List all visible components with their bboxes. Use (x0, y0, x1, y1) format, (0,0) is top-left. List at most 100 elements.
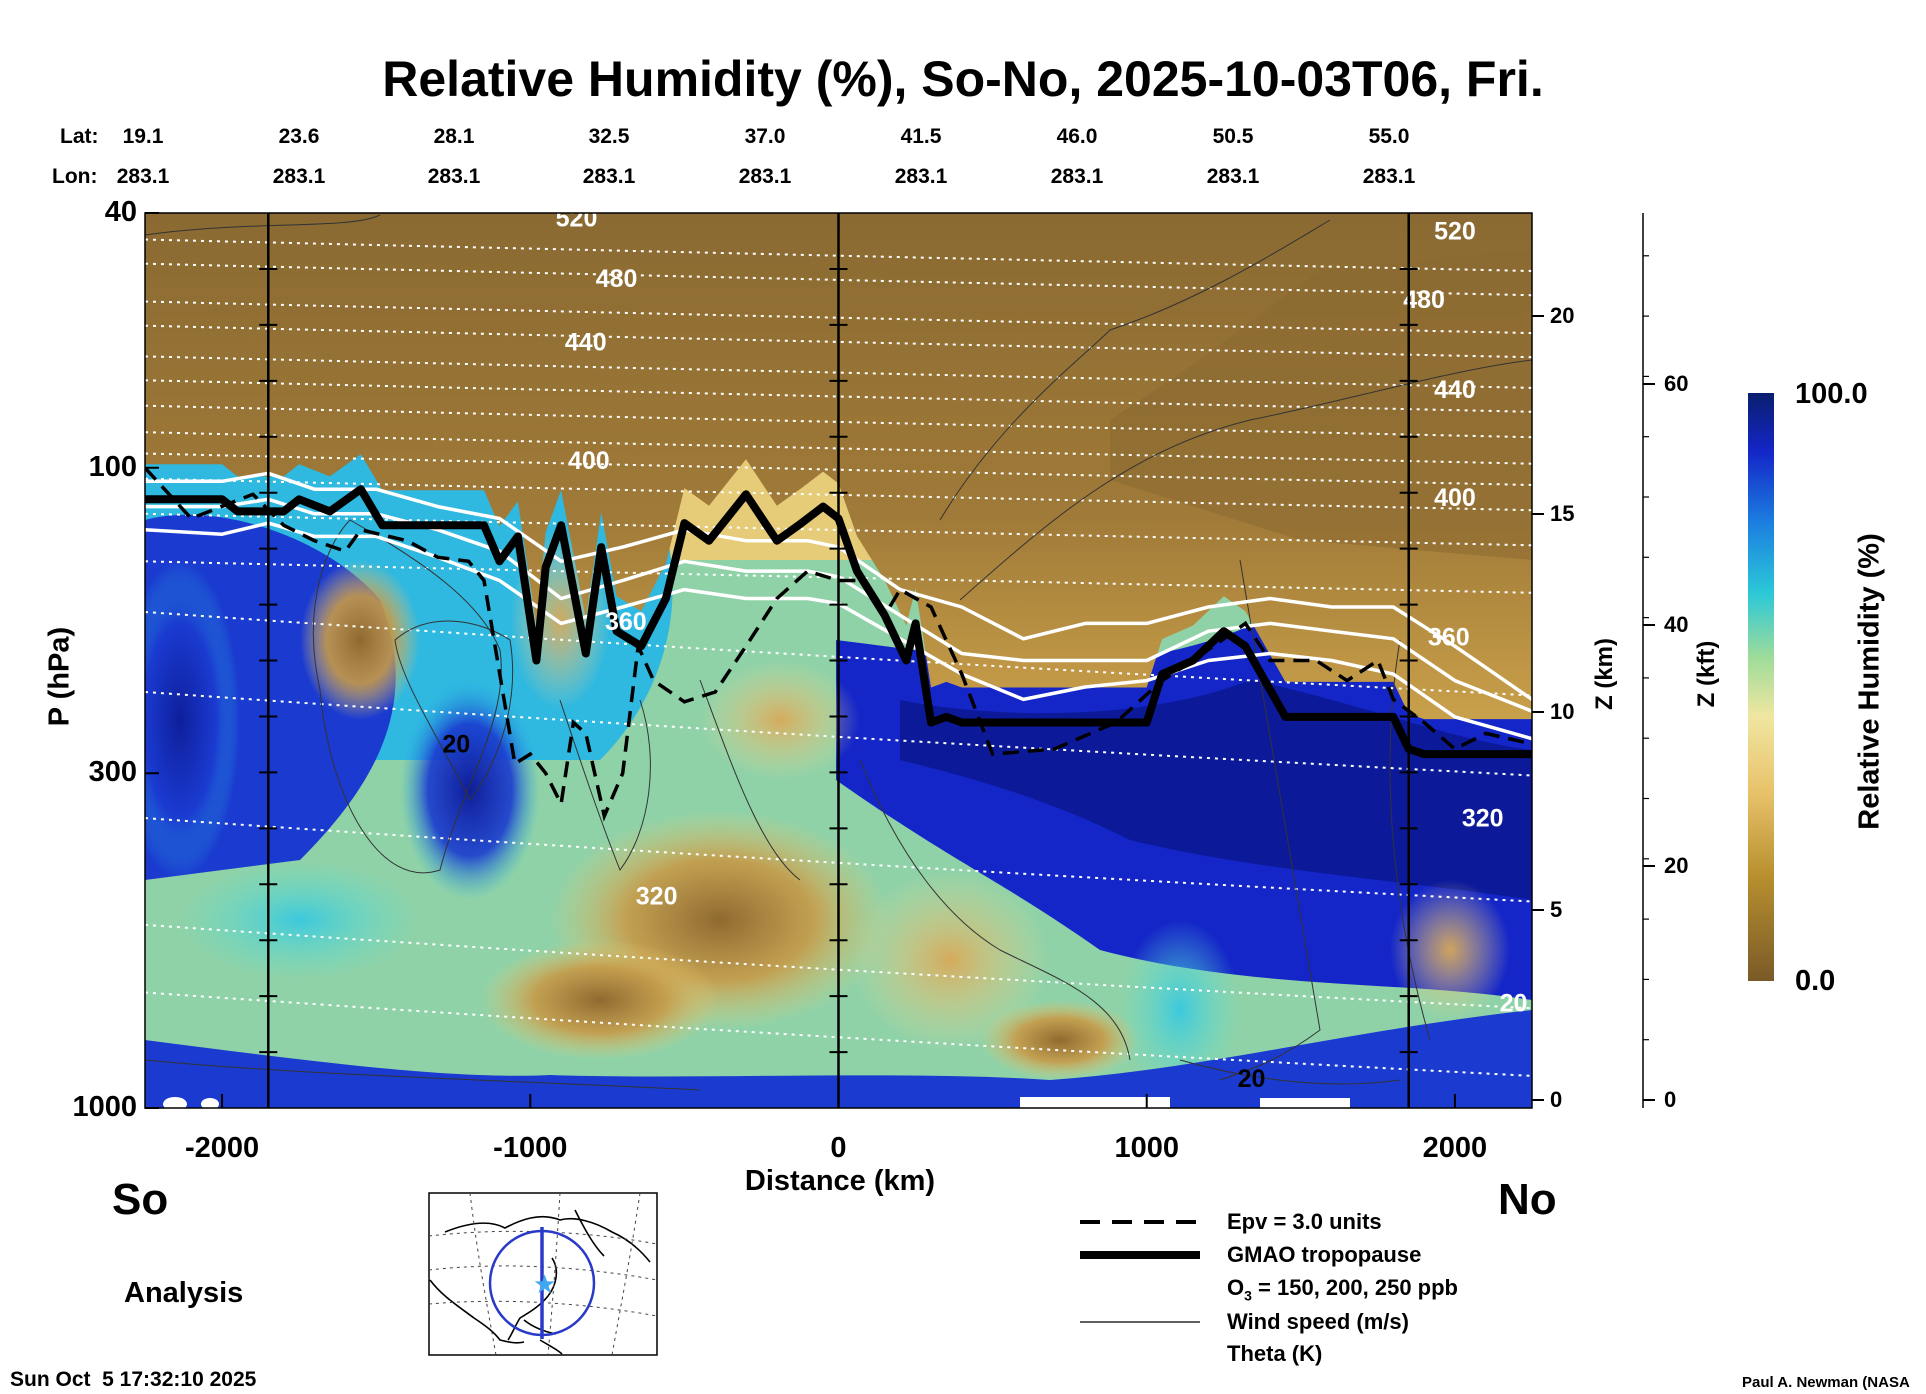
chart-title: Relative Humidity (%), So-No, 2025-10-03… (382, 51, 1544, 107)
legend-wind-label: Wind speed (m/s) (1227, 1309, 1409, 1334)
lat-value: 32.5 (588, 125, 630, 148)
inset-map-coastline (507, 1257, 558, 1341)
z-km-axis-label: Z (km) (1591, 638, 1618, 710)
z-kft-tick-label: 0 (1664, 1087, 1677, 1112)
y-tick-label: 40 (104, 196, 137, 228)
z-km-tick-label: 10 (1550, 699, 1575, 724)
z-kft-tick-label: 20 (1664, 853, 1689, 878)
inset-map-center-star: ★ (533, 1270, 556, 1300)
wind-contour (1389, 639, 1431, 1041)
wind-contour (959, 359, 1532, 601)
lat-value: 41.5 (900, 125, 942, 148)
colorbar-min-label: 0.0 (1795, 965, 1836, 997)
lon-value: 283.1 (1050, 165, 1104, 188)
colorbar-label: Relative Humidity (%) (1853, 533, 1886, 830)
inset-map-coastline (429, 1279, 525, 1344)
z-kft-axis-label: Z (kft) (1693, 640, 1720, 708)
colorbar-max-label: 100.0 (1795, 378, 1868, 410)
lat-value: 50.5 (1212, 125, 1254, 148)
plot-frame (144, 212, 1655, 1109)
wind-contour (145, 214, 381, 236)
wind-contour (699, 679, 801, 881)
epv-contour (145, 466, 1532, 822)
wind-contour (312, 519, 502, 874)
legend-o3-label: O3 = 150, 200, 250 ppb (1227, 1275, 1458, 1303)
wind-contour (1179, 1059, 1401, 1085)
wind-speed-contours (145, 214, 1532, 1091)
lat-value: 19.1 (122, 125, 164, 148)
lat-row-label: Lat: (60, 125, 99, 148)
ozone-contour-line (145, 521, 1532, 741)
inset-map: ★ (428, 1192, 658, 1356)
theta-contour-label: 400 (568, 447, 610, 475)
lon-value: 283.1 (738, 165, 792, 188)
legend: Epv = 3.0 units GMAO tropopause O3 = 150… (1037, 1193, 1458, 1375)
z-kft-tick-label: 60 (1664, 371, 1689, 396)
z-km-tick-label: 0 (1550, 1087, 1563, 1112)
north-label: No (1498, 1175, 1557, 1224)
ozone-contours (145, 471, 1532, 741)
theta-contour-label: 20 (1500, 989, 1528, 1017)
legend-theta-label: Theta (K) (1227, 1341, 1323, 1366)
colorbar (1748, 393, 1774, 981)
inset-map-coastline (539, 1339, 563, 1355)
lon-value: 283.1 (894, 165, 948, 188)
theta-contour-label: 320 (1462, 805, 1504, 833)
theta-contour-label: 480 (1403, 286, 1445, 314)
rh-moist-band-north-dark (900, 680, 1532, 900)
vertical-guide-lines (259, 213, 1418, 1108)
lat-value: 55.0 (1368, 125, 1410, 148)
y-tick-label: 1000 (72, 1091, 137, 1123)
x-tick-label: -1000 (493, 1132, 568, 1164)
legend-o3-subscript: 3 (1244, 1287, 1252, 1304)
credit: Paul A. Newman (NASA (1742, 1374, 1910, 1391)
lat-value: 23.6 (278, 125, 320, 148)
ozone-contour-line (145, 471, 1532, 701)
lon-value: 283.1 (427, 165, 481, 188)
legend-o3-suffix: = 150, 200, 250 ppb (1251, 1275, 1458, 1300)
theta-contour-label: 320 (636, 883, 678, 911)
x-tick-label: -2000 (184, 1132, 260, 1164)
z-kft-tick-label: 40 (1664, 612, 1689, 637)
south-label: So (112, 1175, 169, 1224)
theta-contour-label: 360 (1428, 623, 1470, 651)
z-km-tick-label: 5 (1550, 897, 1563, 922)
lat-value: 28.1 (433, 125, 475, 148)
theta-contour-label: 400 (1434, 484, 1476, 512)
y-tick-label: 100 (88, 450, 137, 483)
lon-value: 283.1 (116, 165, 170, 188)
x-axis-label: Distance (km) (744, 1165, 936, 1197)
z-km-tick-label: 20 (1550, 303, 1575, 328)
wind-contour-label: 20 (1238, 1065, 1266, 1093)
legend-epv-label: Epv = 3.0 units (1227, 1209, 1382, 1234)
lat-value: 37.0 (744, 125, 786, 148)
contour-labels: 520 480 440 400 360 320 520 480 440 400 360 320 20 20… (442, 204, 1527, 1092)
lon-value: 283.1 (1206, 165, 1260, 188)
theta-contour-label: 440 (1434, 376, 1476, 404)
wind-contour (559, 699, 651, 872)
lon-value: 283.1 (272, 165, 326, 188)
x-tick-label: 0 (830, 1132, 847, 1164)
wind-contour (939, 219, 1331, 521)
theta-contour-label: 440 (565, 328, 607, 356)
wind-contour (394, 620, 514, 801)
z-km-tick-label: 15 (1550, 501, 1575, 526)
wind-contour-label: 20 (442, 731, 470, 759)
lat-value: 46.0 (1056, 125, 1098, 148)
legend-samples (1080, 1220, 1200, 1355)
y-axis-label: P (hPa) (43, 626, 76, 727)
wind-contour (145, 1059, 701, 1091)
x-tick-label: 2000 (1422, 1132, 1488, 1164)
y-tick-label: 300 (88, 756, 137, 789)
legend-o3-prefix: O (1227, 1275, 1245, 1300)
lon-row-label: Lon: (52, 165, 98, 188)
legend-trop-label: GMAO tropopause (1227, 1242, 1422, 1267)
wind-contour (859, 759, 1131, 1061)
ozone-contour-line (145, 497, 1532, 713)
theta-contour-label: 480 (596, 265, 638, 293)
analysis-label: Analysis (124, 1277, 244, 1309)
lon-value: 283.1 (582, 165, 636, 188)
wind-contour (1219, 559, 1321, 1081)
lon-value: 283.1 (1362, 165, 1416, 188)
